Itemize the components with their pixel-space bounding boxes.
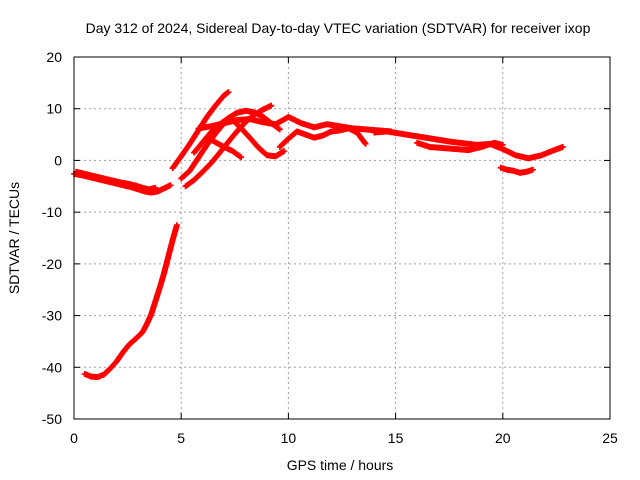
y-axis-label: SDTVAR / TECUs — [6, 182, 22, 294]
data-point-run — [186, 155, 201, 174]
data-point-run — [414, 139, 432, 150]
data-point — [529, 166, 536, 173]
data-point — [225, 89, 232, 96]
data-point — [499, 141, 506, 148]
data-point — [167, 182, 174, 189]
data-point-run — [538, 147, 556, 159]
series-late-band — [371, 128, 566, 162]
data-point-run — [126, 336, 139, 348]
data-point-run — [107, 359, 119, 372]
x-tick-label: 15 — [388, 430, 404, 446]
data-point-run — [409, 132, 428, 141]
x-tick-label: 20 — [495, 430, 511, 446]
data-point-run — [255, 144, 270, 158]
series-baseline-early-b — [73, 168, 159, 193]
x-tick-label: 10 — [281, 430, 297, 446]
data-point-run — [165, 238, 176, 260]
data-point-run — [285, 113, 304, 126]
series-rise-a — [169, 89, 232, 172]
y-tick-label: 20 — [46, 49, 62, 65]
y-tick-label: 0 — [54, 152, 62, 168]
chart-title: Day 312 of 2024, Sidereal Day-to-day VTE… — [86, 20, 591, 36]
data-point-run — [478, 140, 496, 150]
data-points — [71, 89, 566, 381]
data-point-run — [246, 134, 261, 150]
x-tick-label: 25 — [602, 430, 618, 446]
data-point-run — [195, 142, 210, 161]
data-point-run — [422, 134, 441, 143]
y-tick-label: -10 — [42, 204, 62, 220]
series-loop-f — [229, 117, 288, 160]
data-point-run — [120, 341, 132, 355]
data-point — [276, 126, 283, 133]
data-point-run — [212, 93, 227, 109]
y-tick-label: -50 — [42, 411, 62, 427]
data-point — [238, 154, 245, 161]
series-rise-b — [178, 112, 236, 182]
series-loop-e — [203, 134, 245, 161]
y-tick-label: 10 — [46, 101, 62, 117]
data-point — [559, 143, 566, 150]
y-tick-label: -30 — [42, 308, 62, 324]
data-point-run — [191, 169, 205, 184]
data-point-run — [384, 128, 402, 137]
data-point-run — [101, 366, 113, 378]
data-point-run — [225, 129, 240, 145]
data-point-run — [178, 142, 192, 160]
data-point-run — [161, 254, 172, 277]
data-point-run — [272, 114, 291, 128]
data-point-run — [435, 136, 454, 145]
x-tick-label: 5 — [177, 430, 185, 446]
data-point-run — [208, 150, 222, 167]
data-point-run — [169, 154, 184, 172]
data-point-run — [512, 152, 531, 162]
data-point-run — [311, 121, 329, 131]
data-point-run — [178, 168, 192, 182]
data-point — [268, 102, 275, 109]
data-point — [281, 148, 288, 155]
data-point-run — [448, 138, 466, 147]
series-mid-band-b — [276, 125, 369, 150]
data-point-run — [396, 130, 415, 139]
x-axis-label: GPS time / hours — [287, 457, 394, 473]
data-point-run — [186, 128, 201, 147]
x-tick-label: 0 — [70, 430, 78, 446]
data-point — [152, 184, 159, 191]
data-point-run — [238, 125, 252, 140]
y-tick-label: -20 — [42, 256, 62, 272]
data-point-run — [276, 136, 291, 150]
data-point — [362, 140, 369, 147]
grid-lines — [74, 57, 610, 419]
series-late-band-b — [414, 139, 506, 154]
data-point-run — [203, 103, 218, 120]
plot-frame — [73, 56, 611, 420]
data-point-run — [191, 140, 205, 156]
data-point-run — [298, 120, 316, 130]
data-point-run — [499, 146, 518, 158]
data-point-run — [199, 160, 214, 175]
data-point — [173, 222, 180, 229]
data-point-run — [133, 330, 145, 342]
data-point-run — [169, 223, 180, 244]
series-dip-20 — [497, 164, 536, 176]
data-point-run — [354, 129, 368, 146]
series-deep-recovery — [81, 222, 180, 381]
y-tick-label: -40 — [42, 359, 62, 375]
